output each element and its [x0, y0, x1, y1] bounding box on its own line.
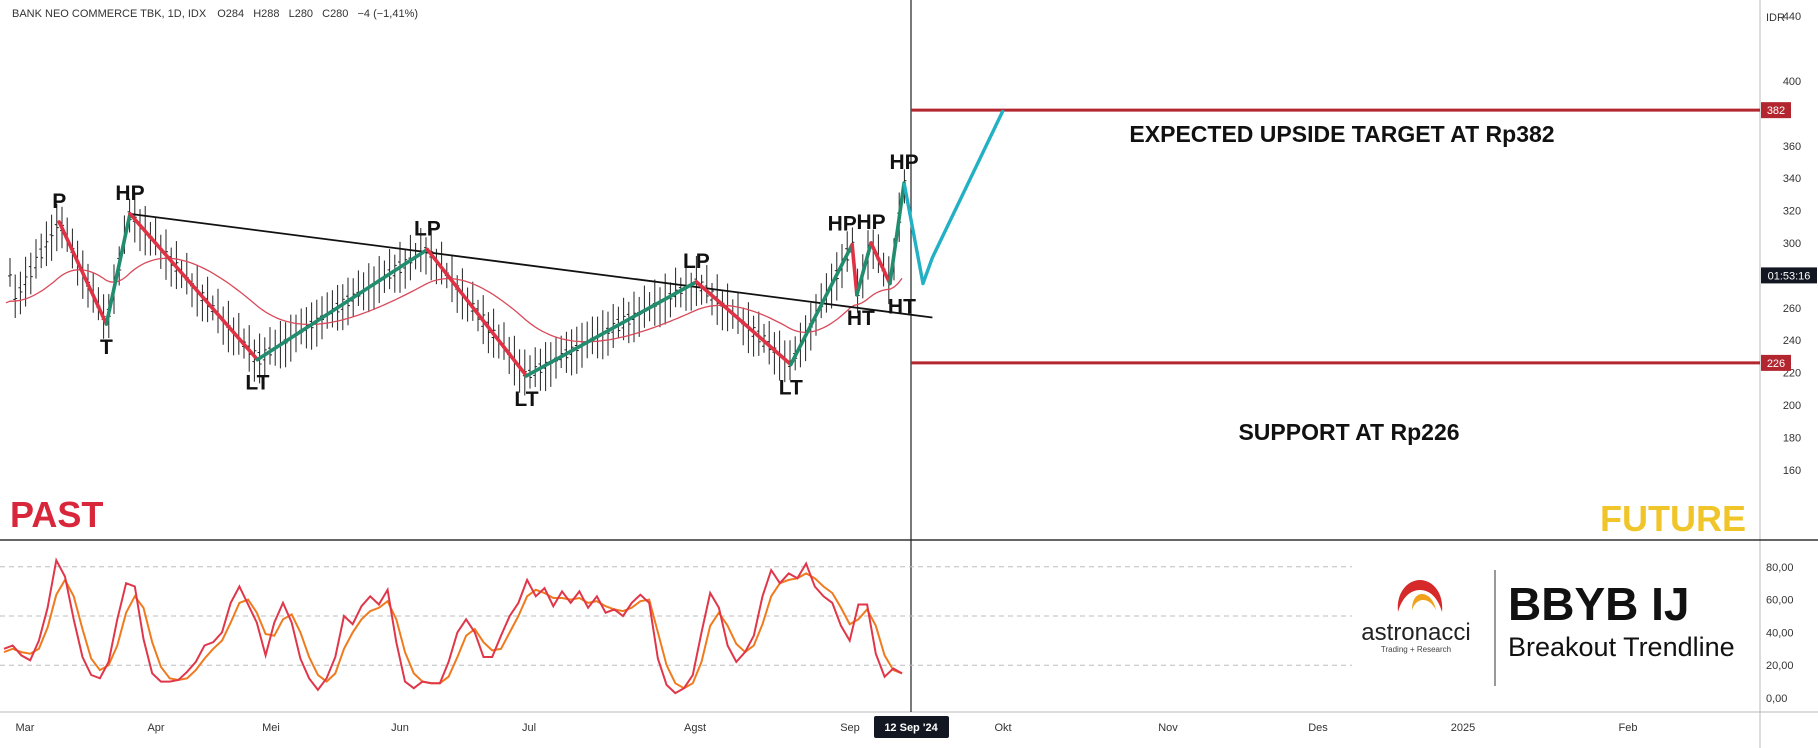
logo-tagline: Trading + Research	[1381, 645, 1451, 654]
chart-header: BANK NEO COMMERCE TBK, 1D, IDX O284 H288…	[12, 8, 418, 20]
price-tick-label: 360	[1783, 141, 1801, 153]
time-tick-label: Feb	[1619, 722, 1638, 734]
change-value: −4 (−1,41%)	[357, 8, 418, 20]
wave-segment	[128, 212, 260, 362]
wave-label: HT	[847, 307, 875, 330]
oscillator-tick-label: 60,00	[1766, 595, 1794, 607]
level-badge	[1761, 354, 1791, 371]
price-tick-label: 180	[1783, 432, 1801, 444]
time-axis[interactable]: Mar Apr Mei Jun Jul Agst Sep Okt Nov Des 2025 Feb	[16, 722, 1638, 734]
time-tick-label: Des	[1308, 722, 1328, 734]
wave-segment	[869, 241, 892, 286]
past-label: PAST	[10, 494, 103, 535]
time-tick-label: Nov	[1158, 722, 1178, 734]
wave-label: P	[52, 190, 66, 213]
wave-label: HP	[828, 213, 857, 236]
price-tick-label: 160	[1783, 465, 1801, 477]
wave-segment	[850, 242, 859, 297]
price-countdown-label: 01:53:16	[1768, 270, 1811, 282]
wave-label: HP	[115, 182, 144, 205]
breakout-trendline[interactable]	[129, 212, 933, 319]
high-value: H288	[253, 8, 279, 20]
level-badge	[1761, 102, 1791, 119]
astronacci-logo	[1397, 580, 1443, 612]
wave-segment	[888, 181, 906, 286]
wave-label: LT	[779, 377, 803, 400]
stoch-k-line	[3, 557, 903, 695]
time-tick-label: Apr	[147, 722, 164, 734]
time-tick-label: Sep	[840, 722, 860, 734]
wave-label: LP	[414, 217, 441, 240]
current-date-badge	[874, 716, 949, 738]
price-axis[interactable]: 160180200220240260280300320340360400440	[1783, 11, 1801, 477]
future-label: FUTURE	[1600, 498, 1746, 539]
wave-segment	[788, 242, 854, 367]
price-tick-label: 240	[1783, 335, 1801, 347]
symbol-info: BANK NEO COMMERCE TBK, 1D, IDX	[12, 8, 207, 20]
level-badge-label: 382	[1767, 105, 1785, 117]
time-tick-label: Jul	[522, 722, 536, 734]
swing-waves	[57, 181, 906, 378]
price-tick-label: 200	[1783, 400, 1801, 412]
price-countdown-badge	[1761, 267, 1817, 284]
low-value: L280	[289, 8, 313, 20]
wave-label: LT	[514, 388, 538, 411]
setup-subtitle: Breakout Trendline	[1508, 632, 1735, 662]
oscillator-tick-label: 80,00	[1766, 562, 1794, 574]
oscillator-tick-label: 40,00	[1766, 627, 1794, 639]
wave-segment	[255, 247, 430, 362]
current-date-badge-label: 12 Sep '24	[884, 722, 938, 734]
wave-label: HT	[888, 296, 916, 319]
wave-label: LT	[245, 372, 269, 395]
open-value: O284	[217, 8, 244, 20]
wave-segment	[855, 241, 873, 297]
support-label: SUPPORT AT Rp226	[1238, 419, 1459, 445]
moving-average-line	[5, 257, 903, 343]
ticker-title: BBYB IJ	[1508, 578, 1689, 630]
logo-name: astronacci	[1361, 619, 1470, 646]
wave-segment	[694, 280, 793, 367]
time-tick-label: Agst	[684, 722, 706, 734]
oscillator-tick-label: 20,00	[1766, 660, 1794, 672]
swing-labels: P T HP LT LP LT LP LT HP HT HP HT HP	[52, 151, 918, 411]
wave-label: LP	[683, 250, 710, 273]
price-tick-label: 300	[1783, 238, 1801, 250]
logo-inner-arc-icon	[1412, 594, 1436, 610]
time-tick-label: Okt	[994, 722, 1011, 734]
price-tick-label: 320	[1783, 206, 1801, 218]
wave-segment	[524, 280, 699, 378]
wave-label: HP	[856, 211, 885, 234]
price-tick-label: 260	[1783, 303, 1801, 315]
target-label: EXPECTED UPSIDE TARGET AT Rp382	[1129, 121, 1554, 147]
oscillator-tick-label: 0,00	[1766, 693, 1787, 705]
level-lines: 382 226 01:53:16	[911, 102, 1817, 371]
wave-label: HP	[889, 151, 918, 174]
time-tick-label: Mei	[262, 722, 280, 734]
price-tick-label: 400	[1783, 76, 1801, 88]
level-badge-label: 226	[1767, 358, 1785, 370]
currency-label[interactable]: IDR	[1766, 12, 1785, 24]
wave-segment	[57, 220, 109, 326]
stoch-d-line	[3, 572, 903, 690]
oscillator-axis: 0,00 20,00 40,00 60,00 80,00	[0, 562, 1794, 705]
wave-segment	[104, 212, 132, 326]
wave-label: T	[100, 336, 113, 359]
close-value: C280	[322, 8, 348, 20]
time-tick-label: 2025	[1451, 722, 1475, 734]
wave-segment	[425, 247, 529, 378]
time-tick-label: Jun	[391, 722, 409, 734]
projection-line	[902, 109, 1005, 286]
logo-arc-icon	[1397, 580, 1443, 612]
price-tick-label: 340	[1783, 173, 1801, 185]
price-tick-label: 440	[1783, 11, 1801, 23]
time-tick-label: Mar	[16, 722, 35, 734]
